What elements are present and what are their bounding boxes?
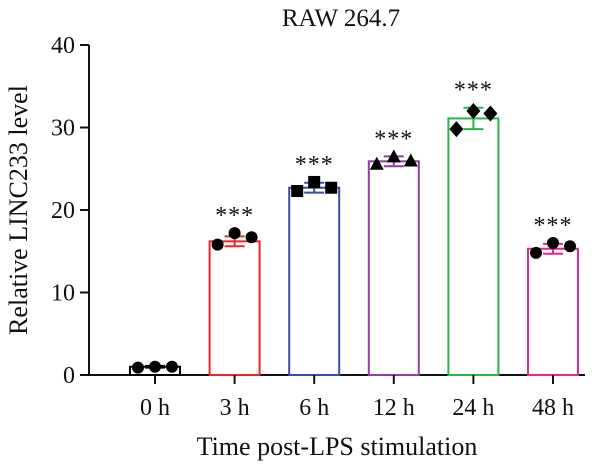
y-axis-label: Relative LINC233 level xyxy=(4,85,33,335)
x-axis-label: Time post-LPS stimulation xyxy=(197,432,478,461)
x-tick-label: 0 h xyxy=(140,395,170,421)
bar-group: *** xyxy=(367,126,420,376)
data-point xyxy=(325,181,338,194)
y-tick-label: 0 xyxy=(63,363,75,389)
data-point xyxy=(564,240,576,253)
data-point xyxy=(547,237,559,249)
y-tick-label: 10 xyxy=(51,281,75,307)
bar xyxy=(288,186,341,376)
data-point xyxy=(386,149,401,163)
x-tick-label: 12 h xyxy=(373,395,415,421)
bar-group: *** xyxy=(527,213,579,376)
bar xyxy=(447,117,500,377)
data-point xyxy=(228,227,241,240)
data-point xyxy=(166,360,178,373)
y-tick-label: 30 xyxy=(51,116,75,142)
y-axis-ticks: 0 10 20 30 40 xyxy=(51,33,89,389)
data-point xyxy=(211,238,224,251)
y-tick-label: 20 xyxy=(51,198,75,224)
data-point xyxy=(483,105,498,122)
significance-label: *** xyxy=(534,213,573,239)
data-point xyxy=(530,246,542,259)
bar-group: *** xyxy=(447,78,500,377)
x-tick-label: 3 h xyxy=(220,395,250,421)
data-point xyxy=(132,361,144,374)
bar-group xyxy=(129,360,181,376)
significance-label: *** xyxy=(374,126,413,152)
data-point xyxy=(369,156,384,170)
data-point xyxy=(466,103,481,119)
data-point xyxy=(403,153,418,167)
y-tick-label: 40 xyxy=(51,33,75,59)
data-point xyxy=(149,360,161,373)
data-point xyxy=(308,175,321,188)
data-point xyxy=(245,231,258,244)
plot-area: 0 10 20 30 40 *** *** *** *** *** 0 h 3 h 6 h 12 h 2… xyxy=(51,33,585,421)
significance-label: *** xyxy=(215,203,254,229)
data-point xyxy=(449,121,464,138)
bars: *** *** *** *** *** xyxy=(129,78,579,377)
bar-group: *** xyxy=(288,152,341,376)
bar xyxy=(367,160,420,376)
bar xyxy=(208,240,261,376)
significance-label: *** xyxy=(454,78,493,104)
chart-title: RAW 264.7 xyxy=(282,5,400,32)
significance-label: *** xyxy=(295,152,334,178)
data-point xyxy=(291,185,304,198)
x-tick-label: 48 h xyxy=(532,395,574,421)
x-tick-label: 24 h xyxy=(452,395,494,421)
x-tick-label: 6 h xyxy=(299,395,329,421)
x-axis-ticks: 0 h 3 h 6 h 12 h 24 h 48 h xyxy=(140,375,574,421)
bar xyxy=(527,247,579,376)
bar-group: *** xyxy=(208,203,261,376)
